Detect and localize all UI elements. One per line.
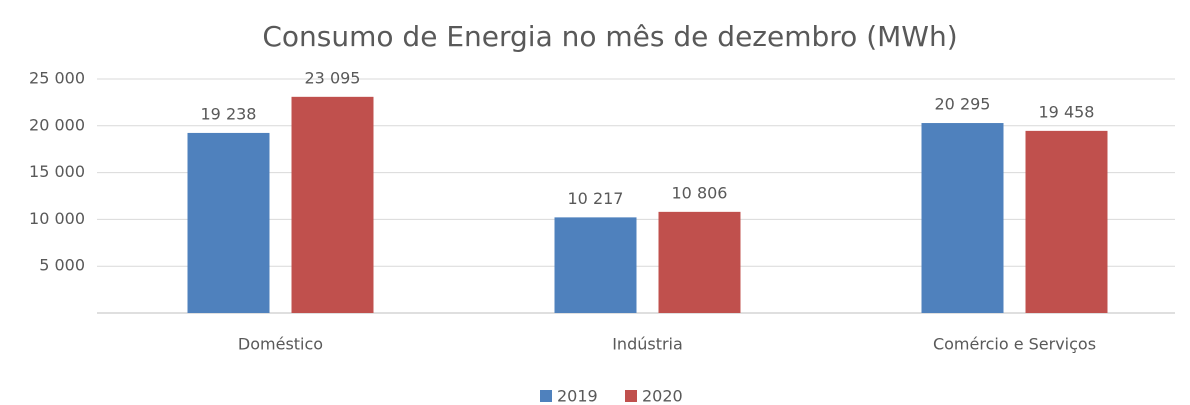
bar [1025, 130, 1108, 313]
data-label: 10 217 [568, 189, 624, 208]
data-label: 19 238 [201, 104, 257, 123]
legend-label: 2019 [557, 387, 598, 405]
y-tick-label: 10 000 [29, 209, 85, 228]
y-tick-label: 20 000 [29, 115, 85, 134]
bar [658, 211, 741, 313]
data-label: 10 806 [672, 183, 728, 202]
legend-swatch [625, 390, 637, 402]
bar [187, 132, 270, 313]
x-tick-label: Indústria [612, 335, 683, 354]
data-label: 19 458 [1039, 102, 1095, 121]
bar [921, 123, 1004, 313]
chart-title: Consumo de Energia no mês de dezembro (M… [262, 20, 957, 53]
x-tick-label: Comércio e Serviços [933, 335, 1096, 354]
y-tick-label: 25 000 [29, 69, 85, 88]
bar [554, 217, 637, 313]
data-label: 20 295 [935, 95, 991, 114]
x-tick-label: Doméstico [238, 335, 323, 354]
y-tick-label: 5 000 [39, 256, 85, 275]
data-label: 23 095 [305, 68, 361, 87]
bar [291, 96, 374, 313]
y-tick-label: 15 000 [29, 162, 85, 181]
legend-label: 2020 [642, 387, 683, 405]
legend-swatch [540, 390, 552, 402]
